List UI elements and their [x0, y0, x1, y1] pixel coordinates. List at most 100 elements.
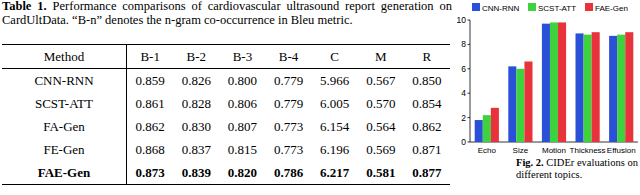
bar — [584, 35, 592, 142]
table-cell: 0.868 — [127, 138, 174, 161]
table-cell: 0.826 — [173, 69, 219, 93]
table-body: MethodB-1B-2B-3B-4CMRCNN-RNN0.8590.8260.… — [2, 45, 450, 185]
table-cell: CNN-RNN — [2, 69, 127, 93]
table-cell: 0.800 — [219, 69, 265, 93]
table-cell: 0.861 — [127, 92, 174, 115]
x-tick-label: Size — [513, 146, 529, 155]
table-cell: 0.854 — [404, 92, 450, 115]
x-tick-label: Thickness — [570, 146, 606, 155]
table-cell: 0.807 — [219, 115, 265, 138]
table-cell: 0.839 — [173, 161, 219, 185]
table-cell: 0.567 — [358, 69, 404, 93]
y-tick-label: 6 — [461, 64, 466, 74]
caption-label: Fig. 2. — [516, 157, 544, 168]
y-tick-label: 4 — [461, 88, 466, 98]
y-tick — [468, 117, 471, 118]
results-table: MethodB-1B-2B-3B-4CMRCNN-RNN0.8590.8260.… — [2, 44, 450, 185]
bar — [524, 61, 532, 142]
table-cell: 0.815 — [219, 138, 265, 161]
table-cell: 0.773 — [266, 115, 312, 138]
legend-label: FAE-Gen — [595, 4, 628, 13]
bar — [576, 33, 584, 142]
bar — [542, 24, 550, 142]
figure-caption: Fig. 2. CIDEr evaluations on different t… — [516, 157, 638, 181]
table-cell: 6.005 — [312, 92, 358, 115]
table-cell: 0.786 — [266, 161, 312, 185]
table-row: SCST-ATT0.8610.8280.8060.7796.0050.5700.… — [2, 92, 450, 115]
legend-swatch — [472, 3, 480, 11]
table-cell: 0.830 — [173, 115, 219, 138]
table-cell: 0.569 — [358, 138, 404, 161]
table-row: CNN-RNN0.8590.8260.8000.7795.9660.5670.8… — [2, 69, 450, 93]
table-row: FAE-Gen0.8730.8390.8200.7866.2170.5810.8… — [2, 161, 450, 185]
table-cell: 0.862 — [404, 115, 450, 138]
table-cell: 6.154 — [312, 115, 358, 138]
legend-label: SCST-ATT — [538, 4, 576, 13]
y-tick-label: 8 — [461, 39, 466, 49]
y-tick — [468, 68, 471, 69]
bar — [491, 108, 499, 142]
table-cell: 0.850 — [404, 69, 450, 93]
bar — [625, 32, 633, 142]
y-tick — [468, 20, 471, 21]
header-cell: C — [312, 45, 358, 69]
table-caption: Table 1. Performance comparisons of card… — [2, 0, 452, 27]
bar — [592, 32, 600, 142]
table-row: FE-Gen0.8680.8370.8150.7736.1960.5690.87… — [2, 138, 450, 161]
bar — [516, 69, 524, 142]
legend-swatch — [528, 3, 536, 11]
table-cell: 0.859 — [127, 69, 174, 93]
header-cell: Method — [2, 45, 127, 69]
table-cell: 0.779 — [266, 92, 312, 115]
x-tick-label: Echo — [478, 146, 497, 155]
header-cell: M — [358, 45, 404, 69]
bar — [475, 120, 483, 142]
header-cell: B-3 — [219, 45, 265, 69]
y-tick-label: 10 — [457, 15, 467, 25]
bar — [617, 35, 625, 142]
y-tick — [468, 93, 471, 94]
table-cell: FE-Gen — [2, 138, 127, 161]
table-cell: 0.837 — [173, 138, 219, 161]
bar — [508, 66, 516, 142]
table-cell: 5.966 — [312, 69, 358, 93]
table-cell: 0.779 — [266, 69, 312, 93]
bar — [609, 36, 617, 142]
table-cell: 0.820 — [219, 161, 265, 185]
legend-label: CNN-RNN — [482, 4, 520, 13]
table-cell: 0.564 — [358, 115, 404, 138]
y-axis — [470, 20, 471, 142]
table-cell: FA-Gen — [2, 115, 127, 138]
table-cell: SCST-ATT — [2, 92, 127, 115]
table-cell: 0.873 — [127, 161, 174, 185]
header-cell: B-1 — [127, 45, 174, 69]
caption-label: Table 1. — [2, 0, 47, 13]
bar — [558, 22, 566, 142]
table-cell: 0.828 — [173, 92, 219, 115]
y-tick — [468, 142, 471, 143]
table-cell: 0.862 — [127, 115, 174, 138]
table-row: FA-Gen0.8620.8300.8070.7736.1540.5640.86… — [2, 115, 450, 138]
table-cell: 0.570 — [358, 92, 404, 115]
table-cell: FAE-Gen — [2, 161, 127, 185]
table-cell: 0.871 — [404, 138, 450, 161]
header-cell: B-2 — [173, 45, 219, 69]
table-cell: 6.196 — [312, 138, 358, 161]
legend-swatch — [585, 3, 593, 11]
x-tick-label: Effusion — [607, 146, 636, 155]
caption-text: Performance comparisons of cardiovascula… — [2, 0, 452, 27]
header-cell: R — [404, 45, 450, 69]
table-cell: 0.773 — [266, 138, 312, 161]
table-cell: 0.806 — [219, 92, 265, 115]
y-tick — [468, 44, 471, 45]
table-cell: 0.877 — [404, 161, 450, 185]
y-tick-label: 2 — [461, 113, 466, 123]
header-cell: B-4 — [266, 45, 312, 69]
bars — [475, 22, 634, 142]
y-tick-label: 0 — [461, 137, 466, 147]
x-tick-label: Motion — [542, 146, 566, 155]
bar — [550, 22, 558, 142]
bar — [483, 115, 491, 142]
table-cell: 6.217 — [312, 161, 358, 185]
table-cell: 0.581 — [358, 161, 404, 185]
